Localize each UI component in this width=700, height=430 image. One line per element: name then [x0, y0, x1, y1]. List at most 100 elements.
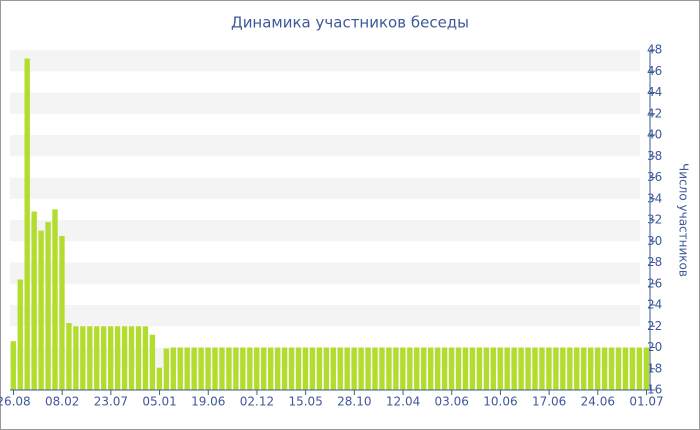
x-tick-label: 26.08	[0, 395, 31, 409]
bar	[247, 347, 253, 390]
x-tick-label: 17.06	[532, 395, 566, 409]
x-tick-label: 24.06	[581, 395, 615, 409]
bar	[254, 347, 260, 390]
x-tick-label: 28.10	[337, 395, 371, 409]
bar	[316, 347, 323, 390]
y-tick-label: 16	[647, 383, 662, 397]
y-tick-label: 48	[647, 43, 662, 57]
bar	[448, 347, 455, 390]
y-tick-label: 46	[647, 64, 662, 78]
bar	[45, 222, 51, 390]
bar	[156, 367, 163, 390]
bar	[587, 347, 594, 390]
bar	[142, 326, 149, 390]
bar	[66, 323, 72, 390]
y-axis-label: Число участников	[677, 163, 691, 277]
y-tick-label: 24	[647, 298, 662, 312]
bar	[198, 347, 204, 390]
y-tick-label: 40	[647, 128, 662, 142]
bar	[407, 347, 413, 390]
bar	[226, 347, 232, 390]
bar	[191, 347, 197, 390]
bar	[629, 347, 636, 390]
bar	[330, 347, 336, 390]
bar	[504, 347, 510, 390]
grid-band	[10, 262, 640, 284]
bar	[31, 211, 37, 390]
bar	[455, 347, 462, 390]
bar	[24, 58, 30, 390]
bar	[261, 347, 267, 390]
x-tick-label: 19.06	[191, 395, 225, 409]
y-tick-label: 30	[647, 234, 662, 248]
bar	[622, 347, 629, 390]
bar	[351, 347, 357, 390]
bar	[128, 326, 135, 390]
bar	[163, 348, 169, 390]
bar	[184, 347, 190, 390]
bar	[421, 347, 427, 390]
bar	[10, 341, 16, 390]
bar	[295, 347, 302, 390]
bar	[101, 326, 107, 390]
bar	[560, 347, 566, 390]
y-tick-label: 44	[647, 85, 662, 99]
bar	[267, 347, 274, 390]
bar	[497, 347, 503, 390]
bar	[281, 347, 288, 390]
bar	[52, 209, 58, 390]
bar	[414, 347, 420, 390]
bar	[240, 347, 246, 390]
bar	[17, 279, 23, 390]
bar	[574, 347, 580, 390]
bar	[114, 326, 121, 390]
bar	[358, 347, 364, 390]
bar	[87, 326, 93, 390]
bar	[386, 347, 392, 390]
bar	[94, 326, 100, 390]
bar	[608, 347, 615, 390]
bar	[511, 347, 517, 390]
bar	[441, 347, 448, 390]
bar	[121, 326, 128, 390]
bar	[170, 347, 176, 390]
x-tick-label: 05.01	[142, 395, 176, 409]
bar	[567, 347, 573, 390]
bar	[177, 347, 183, 390]
bar	[288, 347, 295, 390]
bar	[400, 347, 406, 390]
bar	[80, 326, 86, 390]
bar	[393, 347, 399, 390]
x-tick-label: 12.04	[386, 395, 420, 409]
bar	[379, 347, 385, 390]
bar	[490, 347, 496, 390]
bar	[594, 347, 601, 390]
bar	[219, 347, 225, 390]
bar	[518, 347, 524, 390]
y-tick-label: 26	[647, 276, 662, 290]
bar	[615, 347, 622, 390]
bar	[212, 347, 218, 390]
y-tick-label: 18	[647, 361, 662, 375]
bar	[532, 347, 538, 390]
bar	[233, 347, 239, 390]
bar	[344, 347, 350, 390]
bar	[434, 347, 441, 390]
bar	[483, 347, 489, 390]
bar	[205, 347, 211, 390]
bar	[372, 347, 378, 390]
bar	[337, 347, 343, 390]
bar	[581, 347, 587, 390]
bar	[427, 347, 434, 390]
x-tick-label: 08.02	[45, 395, 79, 409]
grid-band	[10, 220, 640, 242]
y-tick-label: 38	[647, 149, 662, 163]
bar	[107, 326, 114, 390]
x-tick-label: 10.06	[483, 395, 517, 409]
bar	[553, 347, 559, 390]
bar	[365, 347, 371, 390]
grid-band	[10, 177, 640, 199]
bar	[462, 347, 469, 390]
bar	[601, 347, 608, 390]
